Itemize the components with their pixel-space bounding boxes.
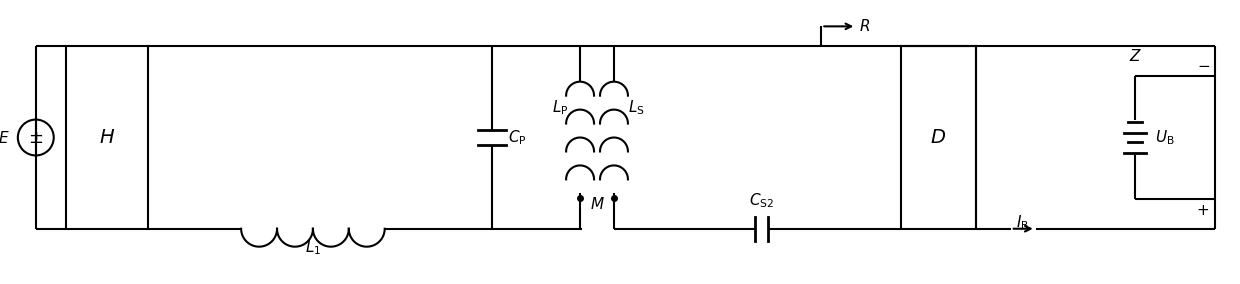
Text: $Z$: $Z$ [1128,48,1142,64]
Text: $\pm$: $\pm$ [29,129,43,147]
Text: $E$: $E$ [0,130,10,145]
Text: $L_1$: $L_1$ [305,238,321,257]
Text: $C_\mathrm{S2}$: $C_\mathrm{S2}$ [749,191,774,210]
Text: $L_\mathrm{S}$: $L_\mathrm{S}$ [627,98,645,117]
Text: D: D [931,128,946,147]
Text: $U_\mathrm{B}$: $U_\mathrm{B}$ [1156,128,1176,147]
Text: +: + [1197,203,1209,218]
Text: $L_\mathrm{P}$: $L_\mathrm{P}$ [552,98,568,117]
Text: $I_\mathrm{B}$: $I_\mathrm{B}$ [1016,214,1029,233]
Text: $M$: $M$ [590,196,604,212]
Text: $R$: $R$ [859,18,870,34]
Text: $-$: $-$ [1197,57,1210,72]
Text: H: H [99,128,114,147]
Bar [901,46,976,229]
Text: $C_\mathrm{P}$: $C_\mathrm{P}$ [508,128,527,147]
Bar [66,46,149,229]
